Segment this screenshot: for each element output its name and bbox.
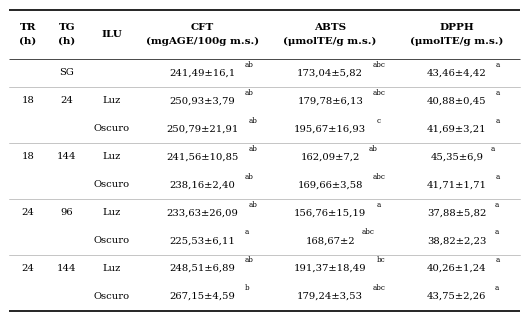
- Text: 225,53±6,11: 225,53±6,11: [169, 236, 235, 245]
- Text: ab: ab: [249, 117, 258, 125]
- Text: ABTS: ABTS: [314, 23, 346, 32]
- Text: 173,04±5,82: 173,04±5,82: [297, 68, 363, 77]
- Text: 233,63±26,09: 233,63±26,09: [166, 208, 238, 217]
- Text: 168,67±2: 168,67±2: [306, 236, 355, 245]
- Text: 18: 18: [22, 152, 34, 161]
- Text: 248,51±6,89: 248,51±6,89: [169, 264, 235, 273]
- Text: ab: ab: [249, 201, 257, 209]
- Text: 24: 24: [22, 264, 34, 273]
- Text: 43,75±2,26: 43,75±2,26: [427, 292, 487, 301]
- Text: Luz: Luz: [103, 264, 121, 273]
- Text: abc: abc: [372, 284, 386, 292]
- Text: 144: 144: [57, 152, 76, 161]
- Text: (h): (h): [19, 37, 37, 46]
- Text: 18: 18: [22, 96, 34, 105]
- Text: TR: TR: [19, 23, 36, 32]
- Text: ab: ab: [245, 257, 254, 264]
- Text: Oscuro: Oscuro: [94, 292, 130, 301]
- Text: abc: abc: [372, 61, 386, 69]
- Text: Oscuro: Oscuro: [94, 124, 130, 133]
- Text: 96: 96: [60, 208, 73, 217]
- Text: 144: 144: [57, 264, 76, 273]
- Text: 250,93±3,79: 250,93±3,79: [169, 96, 235, 105]
- Text: 195,67±16,93: 195,67±16,93: [294, 124, 366, 133]
- Text: 37,88±5,82: 37,88±5,82: [427, 208, 487, 217]
- Text: Oscuro: Oscuro: [94, 236, 130, 245]
- Text: (h): (h): [58, 37, 75, 46]
- Text: bc: bc: [377, 257, 386, 264]
- Text: Luz: Luz: [103, 152, 121, 161]
- Text: a: a: [377, 201, 381, 209]
- Text: Luz: Luz: [103, 208, 121, 217]
- Text: ab: ab: [245, 89, 254, 97]
- Text: 241,49±16,1: 241,49±16,1: [169, 68, 236, 77]
- Text: 45,35±6,9: 45,35±6,9: [430, 152, 483, 161]
- Text: ab: ab: [245, 61, 254, 69]
- Text: a: a: [495, 117, 499, 125]
- Text: 179,78±6,13: 179,78±6,13: [297, 96, 363, 105]
- Text: DPPH: DPPH: [439, 23, 474, 32]
- Text: Luz: Luz: [103, 96, 121, 105]
- Text: 267,15±4,59: 267,15±4,59: [169, 292, 235, 301]
- Text: Oscuro: Oscuro: [94, 180, 130, 189]
- Text: 156,76±15,19: 156,76±15,19: [294, 208, 366, 217]
- Text: c: c: [377, 117, 381, 125]
- Text: (μmolTE/g m.s.): (μmolTE/g m.s.): [284, 37, 377, 46]
- Text: 179,24±3,53: 179,24±3,53: [297, 292, 363, 301]
- Text: ab: ab: [249, 145, 258, 153]
- Text: 38,82±2,23: 38,82±2,23: [427, 236, 487, 245]
- Text: 24: 24: [60, 96, 73, 105]
- Text: a: a: [495, 173, 500, 180]
- Text: b: b: [245, 284, 249, 292]
- Text: a: a: [245, 228, 249, 236]
- Text: 41,69±3,21: 41,69±3,21: [427, 124, 487, 133]
- Text: 40,88±0,45: 40,88±0,45: [427, 96, 487, 105]
- Text: ILU: ILU: [102, 30, 123, 39]
- Text: abc: abc: [372, 89, 386, 97]
- Text: ab: ab: [368, 145, 377, 153]
- Text: (mgAGE/100g m.s.): (mgAGE/100g m.s.): [146, 37, 259, 46]
- Text: 241,56±10,85: 241,56±10,85: [166, 152, 238, 161]
- Text: 238,16±2,40: 238,16±2,40: [169, 180, 235, 189]
- Text: 191,37±18,49: 191,37±18,49: [294, 264, 367, 273]
- Text: ab: ab: [245, 173, 254, 180]
- Text: (μmolTE/g m.s.): (μmolTE/g m.s.): [410, 37, 503, 46]
- Text: 250,79±21,91: 250,79±21,91: [166, 124, 238, 133]
- Text: 40,26±1,24: 40,26±1,24: [427, 264, 487, 273]
- Text: a: a: [495, 228, 499, 236]
- Text: abc: abc: [372, 173, 385, 180]
- Text: a: a: [495, 257, 499, 264]
- Text: SG: SG: [59, 68, 74, 77]
- Text: 43,46±4,42: 43,46±4,42: [427, 68, 487, 77]
- Text: a: a: [495, 89, 499, 97]
- Text: abc: abc: [362, 228, 375, 236]
- Text: a: a: [495, 284, 499, 292]
- Text: TG: TG: [58, 23, 75, 32]
- Text: a: a: [491, 145, 495, 153]
- Text: 162,09±7,2: 162,09±7,2: [300, 152, 360, 161]
- Text: a: a: [495, 61, 500, 69]
- Text: 169,66±3,58: 169,66±3,58: [297, 180, 363, 189]
- Text: 41,71±1,71: 41,71±1,71: [427, 180, 487, 189]
- Text: CFT: CFT: [191, 23, 214, 32]
- Text: 24: 24: [22, 208, 34, 217]
- Text: a: a: [495, 201, 499, 209]
